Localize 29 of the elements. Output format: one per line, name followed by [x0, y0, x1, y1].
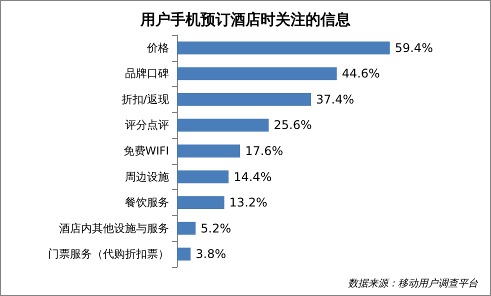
y-tick-label: 价格: [146, 41, 169, 54]
bar: [177, 67, 337, 80]
y-tick-label: 餐饮服务: [125, 196, 169, 210]
data-label: 59.4%: [394, 40, 433, 55]
y-tick-label: 酒店内其他设施与服务: [59, 222, 169, 235]
chart-title: 用户手机预订酒店时关注的信息: [140, 10, 352, 28]
source-note: 数据来源：移动用户调查平台: [348, 278, 478, 290]
data-label: 3.8%: [196, 247, 226, 262]
data-label: 13.2%: [229, 196, 268, 210]
bar: [177, 93, 312, 106]
data-label: 17.6%: [245, 144, 284, 158]
data-label: 14.4%: [234, 170, 272, 184]
bar: [177, 41, 390, 54]
bar: [177, 248, 191, 261]
data-label: 37.4%: [316, 92, 354, 106]
y-tick-label: 品牌口碑: [125, 67, 169, 80]
bar: [177, 222, 196, 235]
data-label: 25.6%: [274, 118, 312, 132]
bar: [177, 144, 240, 158]
bar: [177, 118, 269, 132]
y-tick-label: 免费WIFI: [123, 144, 169, 158]
y-tick-label: 门票服务（代购折扣票）: [48, 248, 169, 261]
y-tick-label: 折扣/返现: [121, 92, 169, 106]
data-label: 5.2%: [200, 221, 232, 236]
data-label: 44.6%: [342, 66, 380, 81]
bar: [177, 196, 224, 209]
bar: [177, 170, 229, 184]
y-tick-label: 周边设施: [125, 170, 169, 184]
y-tick-label: 评分点评: [125, 118, 169, 132]
